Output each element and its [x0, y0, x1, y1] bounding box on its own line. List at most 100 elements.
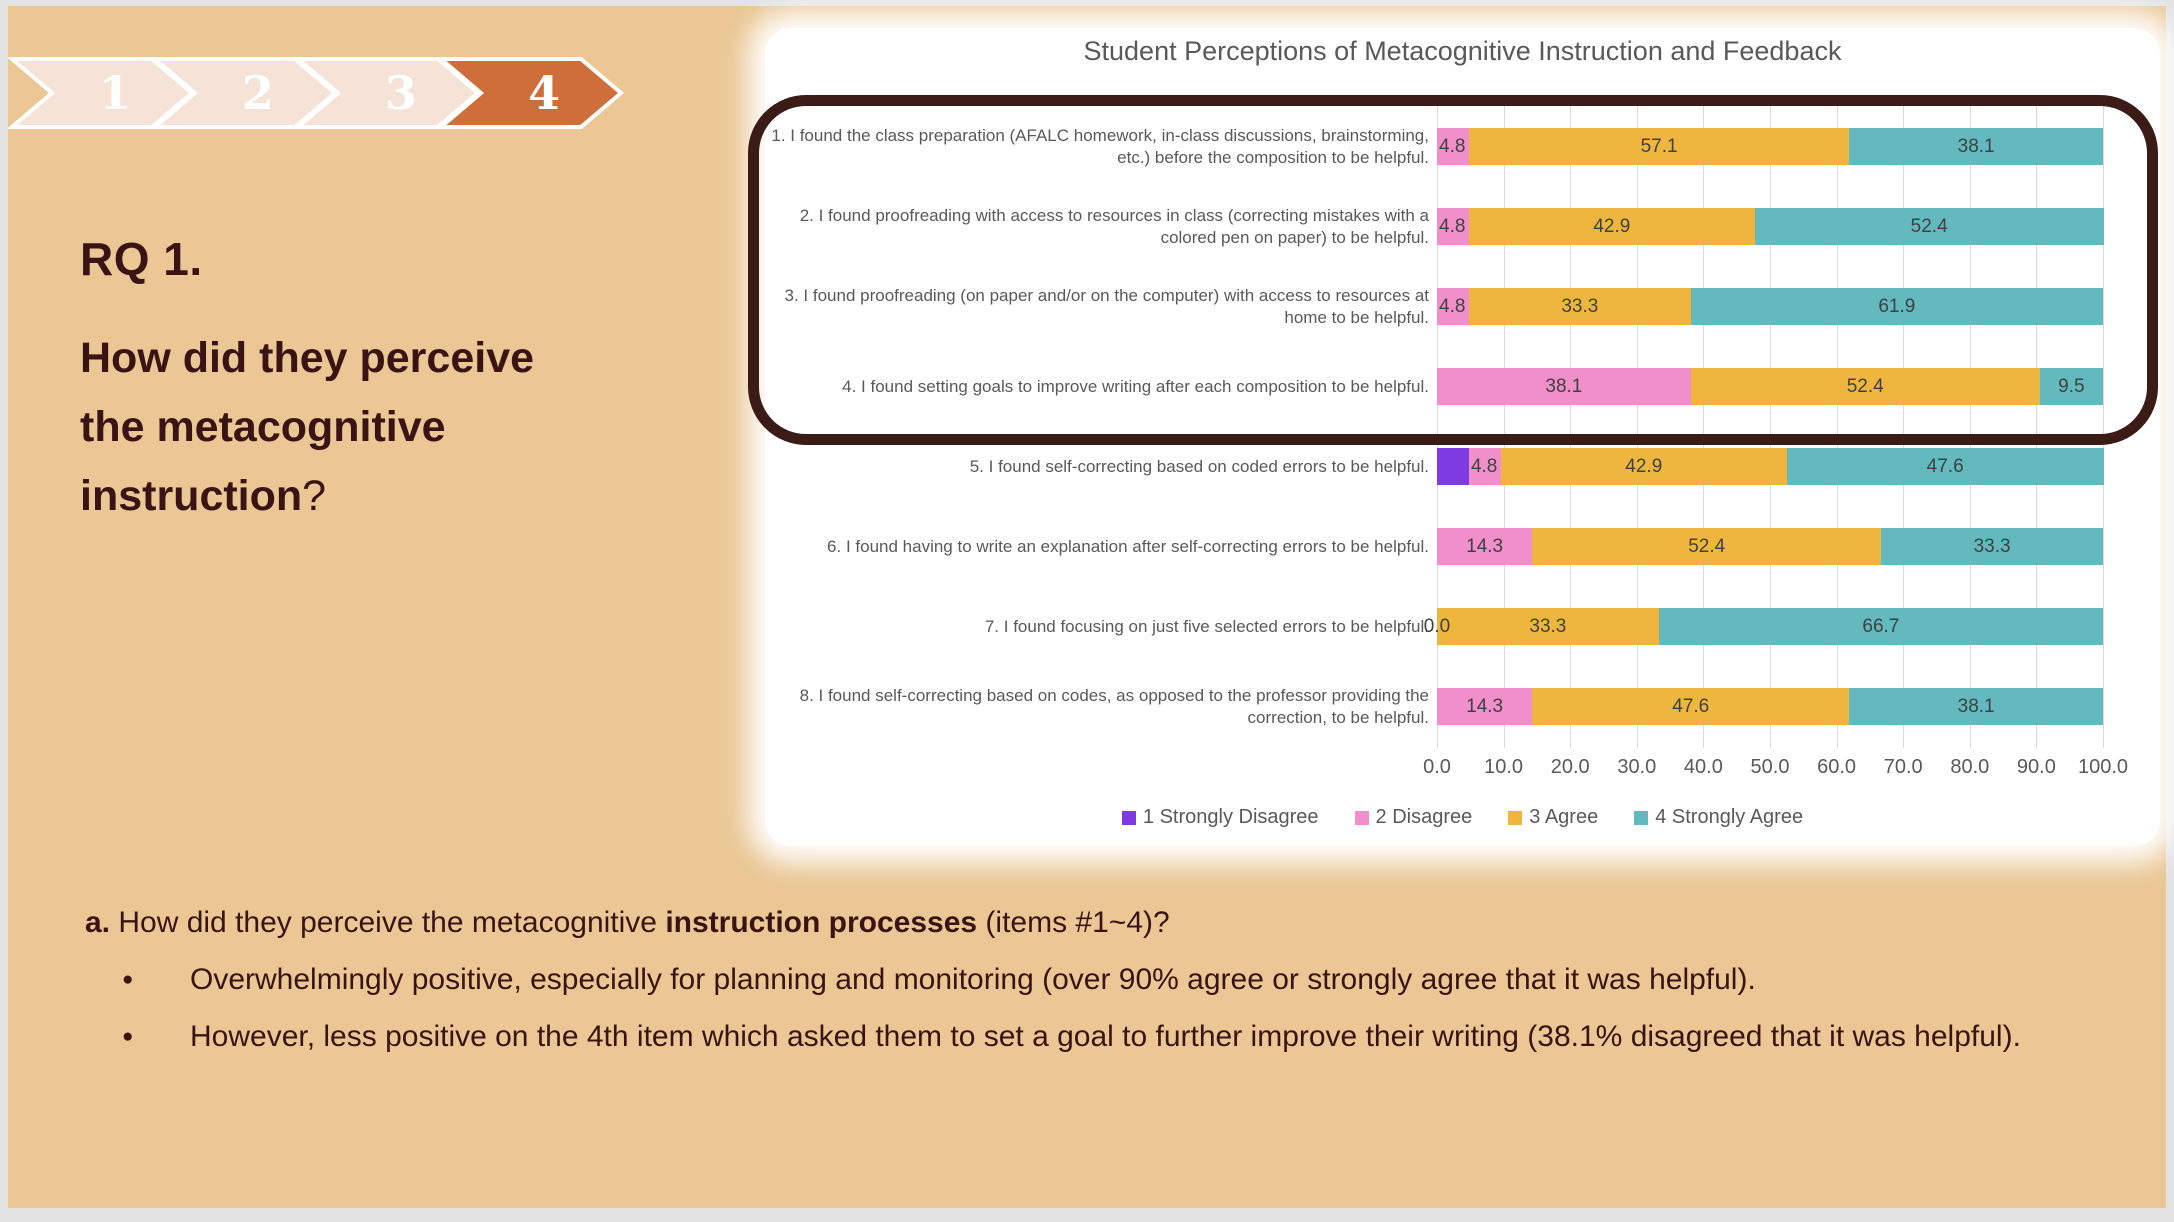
bullet-text: Overwhelmingly positive, especially for …: [190, 963, 1756, 996]
bar-segment: [1468, 208, 1755, 245]
bar-value-label: 61.9: [1878, 295, 1916, 317]
legend-label: 2 Disagree: [1375, 806, 1473, 828]
bar-value-label: 4.8: [1439, 215, 1466, 237]
legend-item: 2 Disagree: [1354, 806, 1473, 829]
bar-segment: [1437, 288, 1469, 325]
survey-chart: Student Perceptions of Metacognitive Ins…: [765, 28, 2160, 846]
bar-segment: [1532, 528, 1882, 565]
gridline: [2103, 100, 2104, 748]
bar-row: 4.8 33.3 61.9: [1437, 288, 2103, 325]
progress-step-number: 4: [528, 66, 560, 120]
legend-item: 4 Strongly Agree: [1634, 806, 1803, 829]
bar-segment: [1437, 448, 1469, 485]
legend-item: 3 Agree: [1508, 806, 1598, 829]
gridline: [1703, 100, 1705, 748]
bar-value-label: 9.5: [2058, 375, 2085, 397]
bar-segment: [1786, 448, 2104, 485]
gridline: [1903, 100, 1905, 748]
progress-chevrons: 1 2 3 4: [8, 57, 625, 129]
progress-step-number: 1: [99, 66, 131, 120]
bar-segment: [1881, 528, 2103, 565]
rq-question-line-3: instruction?: [80, 462, 534, 531]
bar-segment: [1500, 448, 1787, 485]
slide: 1 2 3 4 RQ 1. How did they perceive the met…: [8, 6, 2166, 1208]
bar-segment: [1437, 688, 1533, 725]
x-axis-tick-label: 50.0: [1750, 756, 1790, 778]
bullet-text: However, less positive on the 4th item w…: [190, 1020, 2021, 1053]
bar-row: 38.1 52.4 9.5: [1437, 368, 2103, 405]
bar-value-label: 14.3: [1466, 695, 1504, 717]
legend-swatch: [1634, 810, 1649, 825]
category-label: 1. I found the class preparation (AFALC …: [771, 126, 1429, 167]
x-axis-tick-label: 90.0: [2016, 756, 2056, 778]
category-label: 3. I found proofreading (on paper and/or…: [784, 286, 1429, 327]
legend-label: 3 Agree: [1529, 806, 1599, 828]
legend-swatch: [1121, 810, 1136, 825]
bar-segment: [1690, 368, 2040, 405]
progress-step-number: 3: [385, 66, 417, 120]
bar-segment: [1532, 688, 1850, 725]
progress-step-4: [435, 57, 625, 129]
category-label: 5. I found self-correcting based on code…: [969, 457, 1429, 476]
progress-step-number: 2: [242, 66, 274, 120]
bar-value-label: 66.7: [1862, 615, 1900, 637]
notes-block: a. How did they perceive the metacogniti…: [85, 894, 2035, 1065]
category-label: 7. I found focusing on just five selecte…: [984, 617, 1429, 636]
rq-question: How did they perceive the metacognitive …: [80, 324, 534, 531]
bar-value-label: 33.3: [1561, 295, 1599, 317]
x-axis-tick-label: 60.0: [1817, 756, 1857, 778]
legend-label: 4 Strongly Agree: [1655, 806, 1804, 828]
bar-row: 14.3 52.4 33.3: [1437, 528, 2103, 565]
gridline: [1636, 100, 1638, 748]
chart-legend: 1 Strongly Disagree 2 Disagree 3 Agree 4 St…: [765, 806, 2160, 829]
bullet-marker-icon: ●: [122, 1026, 134, 1047]
bar-segment: [1690, 288, 2103, 325]
bar-segment: [1849, 688, 2103, 725]
bar-value-label: 52.4: [1846, 375, 1884, 397]
bar-row: 4.8 42.9 47.6: [1437, 448, 2104, 485]
x-axis-tick-label: 70.0: [1883, 756, 1923, 778]
bar-row: 33.3 66.7 0.0: [1424, 608, 2103, 645]
bar-row: 14.3 47.6 38.1: [1437, 688, 2103, 725]
bar-segment: [1437, 208, 1469, 245]
x-axis-tick-label: 40.0: [1683, 756, 1723, 778]
bar-value-label-zero: 0.0: [1423, 615, 1451, 637]
note-text-segment: a.: [85, 906, 119, 939]
gridline: [1437, 100, 1438, 748]
bar-segment: [1468, 128, 1850, 165]
bar-segment: [1468, 448, 1501, 485]
bar-value-label: 47.6: [1926, 455, 1964, 477]
rq-question-emphasis: instruction: [80, 472, 303, 520]
category-label: 6. I found having to write an explanatio…: [827, 537, 1429, 556]
bar-segment: [1437, 368, 1691, 405]
chart-title: Student Perceptions of Metacognitive Ins…: [1083, 36, 1842, 66]
x-axis-tick-label: 10.0: [1484, 756, 1524, 778]
note-bullet-item: ● Overwhelmingly positive, especially for…: [85, 951, 2035, 1008]
bar-row: 4.8 57.1 38.1: [1437, 128, 2103, 165]
bar-value-label: 38.1: [1957, 135, 1995, 157]
legend-label: 1 Strongly Disagree: [1142, 806, 1319, 828]
gridline: [1503, 100, 1505, 748]
legend-item: 1 Strongly Disagree: [1121, 806, 1319, 829]
bar-value-label: 52.4: [1688, 535, 1726, 557]
bar-value-label: 33.3: [1529, 615, 1567, 637]
bar-value-label: 38.1: [1545, 375, 1583, 397]
category-label: 8. I found self-correcting based on code…: [799, 686, 1429, 727]
x-axis-tick-label: 80.0: [1950, 756, 1990, 778]
bar-segment: [1437, 608, 1659, 645]
bar-segment: [1658, 608, 2103, 645]
bar-segment: [1437, 128, 1469, 165]
bar-value-label: 33.3: [1973, 535, 2011, 557]
bar-segment: [1437, 528, 1533, 565]
x-axis-tick-label: 30.0: [1617, 756, 1657, 778]
note-text-segment: (items #1~4)?: [977, 906, 1170, 939]
bar-segment: [2039, 368, 2103, 405]
bar-value-label: 47.6: [1672, 695, 1710, 717]
gridline: [1570, 100, 1572, 748]
bullet-marker-icon: ●: [122, 969, 134, 990]
bar-value-label: 52.4: [1910, 215, 1948, 237]
note-line-a: a. How did they perceive the metacogniti…: [85, 894, 2035, 951]
bar-value-label: 57.1: [1640, 135, 1678, 157]
legend-swatch: [1354, 810, 1369, 825]
bar-value-label: 42.9: [1593, 215, 1631, 237]
